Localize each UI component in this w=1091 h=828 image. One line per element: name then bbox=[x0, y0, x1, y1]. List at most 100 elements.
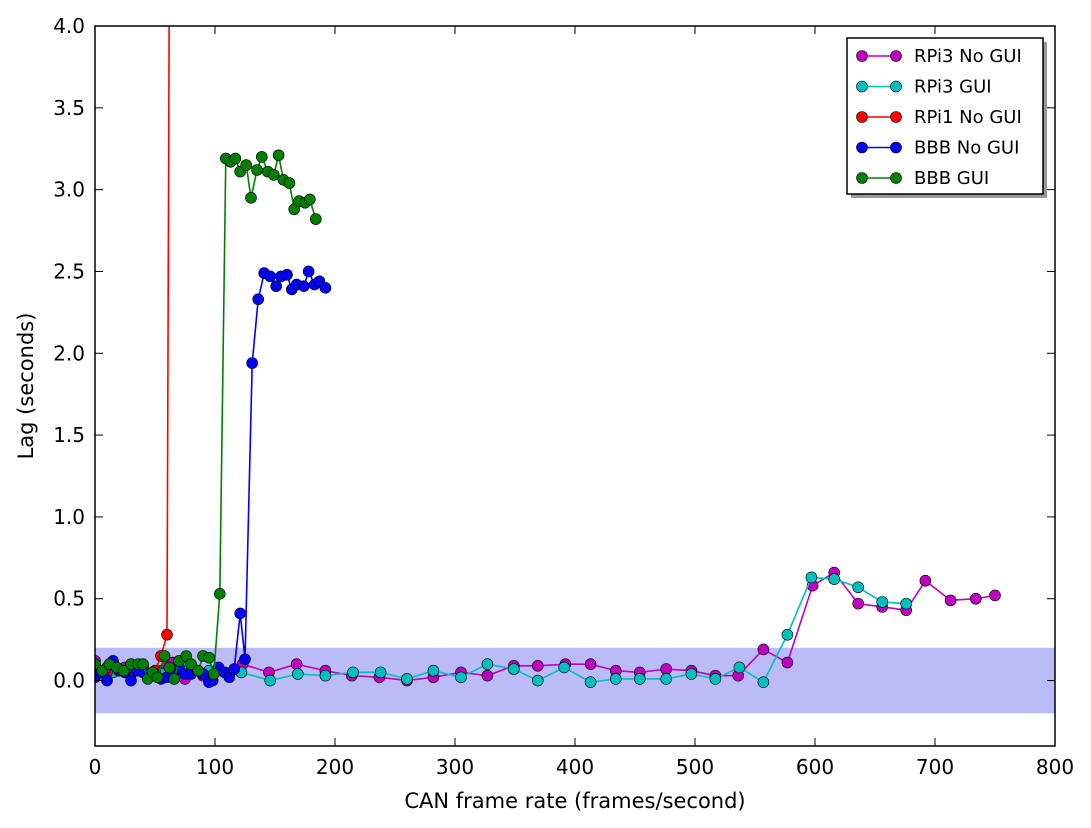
data-point bbox=[96, 664, 108, 677]
legend-marker bbox=[890, 172, 902, 184]
data-point bbox=[192, 664, 204, 677]
data-point bbox=[281, 268, 293, 281]
data-point bbox=[255, 151, 268, 163]
x-tick-label: 800 bbox=[1036, 755, 1074, 779]
y-tick-label: 3.0 bbox=[53, 178, 85, 202]
data-point bbox=[161, 628, 173, 641]
data-point bbox=[137, 658, 149, 670]
legend-label: RPi3 GUI bbox=[914, 77, 992, 98]
data-point bbox=[455, 671, 467, 684]
data-point bbox=[507, 663, 520, 675]
x-tick-label: 300 bbox=[436, 755, 474, 779]
data-point bbox=[240, 159, 252, 171]
data-point bbox=[584, 658, 597, 670]
x-tick-label: 0 bbox=[89, 755, 102, 779]
data-point bbox=[290, 658, 303, 670]
y-tick-label: 0.5 bbox=[53, 587, 85, 611]
legend: RPi3 No GUI RPi3 GUI RPi1 No GUI BBB No GUI… bbox=[846, 37, 1047, 198]
data-point bbox=[319, 669, 332, 682]
x-tick-label: 600 bbox=[796, 755, 834, 779]
legend-marker bbox=[890, 80, 902, 93]
data-point bbox=[229, 152, 242, 165]
data-point bbox=[158, 650, 171, 662]
legend-label: BBB GUI bbox=[914, 168, 989, 189]
data-point bbox=[481, 658, 494, 670]
data-point bbox=[319, 282, 332, 294]
data-point bbox=[944, 594, 957, 607]
threshold-band bbox=[95, 647, 1055, 714]
legend-marker bbox=[890, 141, 902, 154]
legend-marker bbox=[856, 141, 868, 154]
series-bbb-gui bbox=[95, 149, 322, 685]
data-point bbox=[852, 581, 865, 594]
legend-marker bbox=[856, 172, 868, 184]
data-point bbox=[234, 607, 246, 620]
data-point bbox=[264, 674, 277, 687]
data-point bbox=[283, 177, 296, 189]
legend-marker bbox=[890, 50, 902, 62]
data-point bbox=[660, 673, 673, 685]
data-point bbox=[781, 656, 794, 669]
x-tick-label: 100 bbox=[196, 755, 234, 779]
data-point bbox=[309, 213, 322, 225]
data-point bbox=[919, 574, 932, 587]
data-point bbox=[969, 592, 982, 605]
legend-marker bbox=[890, 111, 902, 123]
data-point bbox=[118, 664, 130, 677]
y-tick-label: 4.0 bbox=[53, 14, 85, 38]
data-point bbox=[185, 658, 197, 670]
data-point bbox=[208, 668, 220, 680]
data-point bbox=[685, 668, 698, 680]
x-tick-label: 400 bbox=[556, 755, 594, 779]
data-point bbox=[900, 597, 913, 610]
data-point bbox=[270, 280, 283, 292]
data-point bbox=[531, 674, 544, 687]
data-point bbox=[252, 293, 265, 306]
data-point bbox=[267, 169, 280, 181]
data-point bbox=[302, 265, 315, 278]
data-point bbox=[401, 673, 413, 685]
y-tick-label: 2.5 bbox=[53, 259, 85, 283]
data-point bbox=[852, 597, 865, 610]
data-point bbox=[733, 661, 746, 674]
y-tick-label: 1.0 bbox=[53, 505, 85, 529]
data-point bbox=[876, 596, 889, 608]
data-point bbox=[163, 661, 176, 674]
data-point bbox=[168, 673, 180, 685]
data-point bbox=[558, 661, 571, 674]
data-point bbox=[757, 676, 770, 688]
data-point bbox=[633, 673, 646, 685]
data-point bbox=[251, 164, 263, 176]
data-point bbox=[584, 676, 597, 688]
data-point bbox=[272, 149, 285, 162]
y-tick-label: 0.0 bbox=[53, 669, 85, 693]
data-point bbox=[709, 673, 722, 685]
data-point bbox=[374, 666, 387, 679]
legend-label: RPi3 No GUI bbox=[914, 46, 1022, 67]
data-point bbox=[609, 673, 622, 685]
data-point bbox=[989, 589, 1001, 602]
y-axis-label: Lag (seconds) bbox=[14, 313, 38, 460]
data-point bbox=[151, 671, 164, 684]
y-tick-label: 3.5 bbox=[53, 96, 85, 120]
y-tick-label: 1.5 bbox=[53, 423, 85, 447]
data-point bbox=[481, 669, 494, 682]
data-point bbox=[125, 674, 137, 687]
data-point bbox=[214, 588, 226, 600]
legend-label: RPi1 No GUI bbox=[914, 107, 1022, 128]
data-point bbox=[828, 573, 841, 585]
x-tick-label: 200 bbox=[316, 755, 354, 779]
y-tick-label: 2.0 bbox=[53, 341, 85, 365]
data-point bbox=[246, 357, 258, 369]
legend-marker bbox=[856, 80, 868, 93]
data-point bbox=[245, 192, 257, 204]
x-tick-label: 700 bbox=[916, 755, 954, 779]
data-point bbox=[660, 663, 673, 675]
data-point bbox=[347, 666, 359, 679]
data-point bbox=[303, 193, 316, 206]
data-point bbox=[297, 280, 310, 292]
legend-box bbox=[846, 37, 1044, 195]
data-point bbox=[781, 628, 794, 641]
legend-marker bbox=[856, 50, 868, 62]
